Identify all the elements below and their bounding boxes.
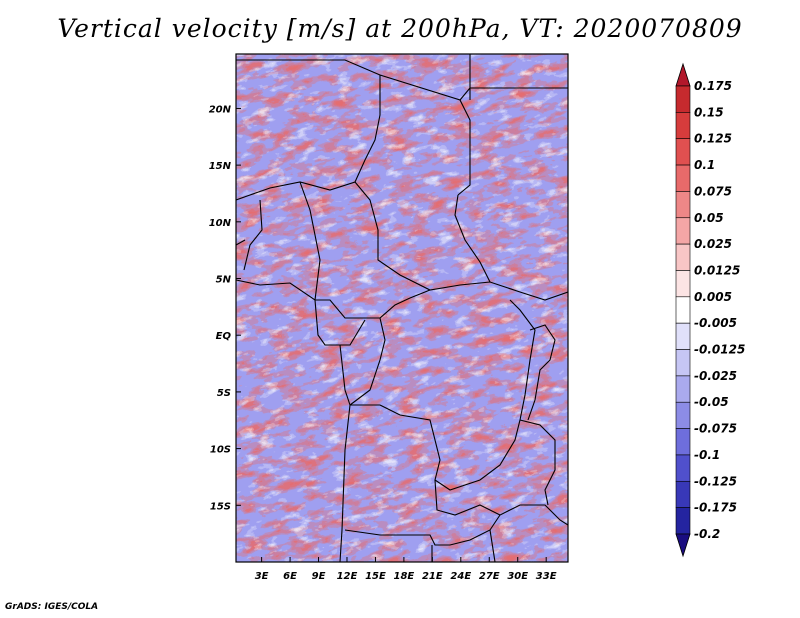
colorbar-swatch xyxy=(675,349,691,377)
colorbar-swatch xyxy=(675,164,691,192)
colorbar-swatch xyxy=(675,375,691,403)
x-tick-label: 6E xyxy=(283,571,297,582)
x-tick-label: 21E xyxy=(422,571,443,582)
y-tick-label: 10S xyxy=(210,445,231,456)
colorbar-label: -0.175 xyxy=(694,501,737,515)
y-tick-label: 15S xyxy=(210,501,231,512)
country-borders xyxy=(236,54,568,562)
x-axis: 3E 6E 9E 12E 15E 18E 21E 24E 27E 30E 33E xyxy=(255,557,557,582)
chart-title: Vertical velocity [m/s] at 200hPa, VT: 2… xyxy=(57,14,743,43)
heatmap-field xyxy=(236,54,568,562)
colorbar-label: -0.005 xyxy=(694,316,737,330)
y-tick-label: 20N xyxy=(209,104,232,115)
x-tick-label: 18E xyxy=(394,571,415,582)
colorbar-label: -0.05 xyxy=(694,395,729,409)
colorbar-label: 0.025 xyxy=(694,237,732,251)
y-tick-label: 10N xyxy=(209,218,232,229)
colorbar-label: -0.0125 xyxy=(694,343,745,357)
colorbar-label: 0.1 xyxy=(694,158,715,172)
x-tick-label: 15E xyxy=(365,571,386,582)
colorbar-swatch xyxy=(675,270,691,298)
colorbar-swatch xyxy=(675,533,691,558)
colorbar-swatch xyxy=(675,85,691,113)
x-tick-label: 12E xyxy=(337,571,358,582)
y-tick-label: 15N xyxy=(209,161,232,172)
colorbar-label: -0.2 xyxy=(694,527,720,541)
colorbar-label: 0.175 xyxy=(694,79,732,93)
colorbar-label: 0.05 xyxy=(694,211,724,225)
x-tick-label: 9E xyxy=(312,571,326,582)
colorbar-swatch xyxy=(675,480,691,508)
x-tick-label: 27E xyxy=(479,571,500,582)
y-tick-label: EQ xyxy=(216,331,232,342)
colorbar-swatch xyxy=(675,62,691,87)
y-tick-label: 5S xyxy=(217,388,231,399)
colorbar-label: 0.005 xyxy=(694,290,732,304)
colorbar-swatch xyxy=(675,112,691,140)
colorbar-swatch xyxy=(675,322,691,350)
colorbar-swatch xyxy=(675,454,691,482)
colorbar-swatch xyxy=(675,296,691,324)
x-tick-label: 3E xyxy=(255,571,269,582)
colorbar-swatch xyxy=(675,401,691,429)
colorbar-label: -0.125 xyxy=(694,474,737,488)
colorbar: 0.175 0.15 0.125 0.1 0.075 0.05 0.025 0.0125 0.0… xyxy=(675,62,745,558)
colorbar-label: 0.0125 xyxy=(694,263,740,277)
colorbar-swatch xyxy=(675,243,691,271)
y-axis: 20N 15N 10N 5N EQ 5S 10S 15S xyxy=(209,104,241,512)
colorbar-label: 0.125 xyxy=(694,132,732,146)
colorbar-swatch xyxy=(675,217,691,245)
map-frame xyxy=(235,53,569,563)
colorbar-label: -0.1 xyxy=(694,448,720,462)
colorbar-label: 0.075 xyxy=(694,184,732,198)
colorbar-swatch xyxy=(675,428,691,456)
colorbar-swatch xyxy=(675,191,691,219)
colorbar-label: -0.025 xyxy=(694,369,737,383)
colorbar-swatch xyxy=(675,138,691,166)
x-tick-label: 30E xyxy=(507,571,528,582)
colorbar-label: 0.15 xyxy=(694,105,724,119)
colorbar-swatch xyxy=(675,507,691,535)
x-tick-label: 24E xyxy=(450,571,471,582)
y-tick-label: 5N xyxy=(216,275,232,286)
grads-credit: GrADS: IGES/COLA xyxy=(5,602,99,612)
x-tick-label: 33E xyxy=(536,571,557,582)
colorbar-label: -0.075 xyxy=(694,422,737,436)
